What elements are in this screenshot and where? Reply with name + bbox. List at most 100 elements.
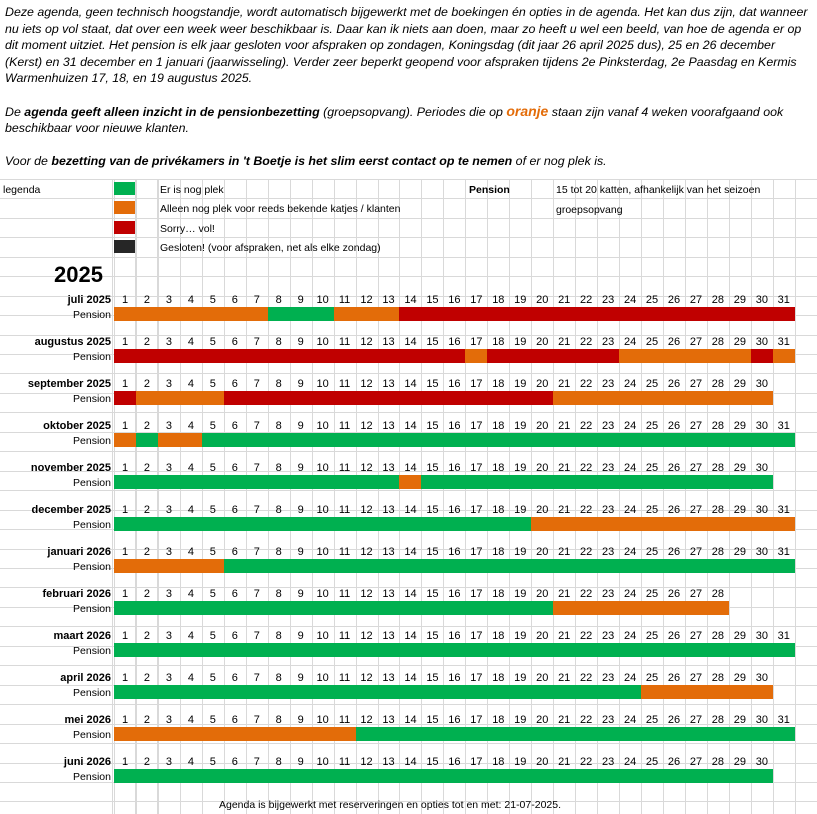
day-number: 25	[645, 672, 659, 684]
day-number: 17	[470, 714, 483, 726]
grid-hline	[0, 237, 817, 238]
day-number: 5	[209, 714, 216, 726]
day-number: 19	[514, 378, 527, 390]
day-number: 27	[689, 630, 703, 642]
day-number: 20	[536, 378, 549, 390]
grid-vline	[112, 179, 113, 814]
day-number: 29	[733, 420, 746, 432]
intro-p2-c: (groepsopvang). Periodes die op	[319, 104, 507, 119]
legend-swatch	[114, 240, 135, 254]
day-number: 1	[121, 462, 129, 474]
day-number: 30	[755, 630, 768, 642]
grid-hline	[0, 335, 817, 336]
day-number: 8	[275, 462, 282, 474]
day-number: 6	[231, 714, 238, 726]
day-number: 14	[404, 336, 417, 348]
day-number: 23	[601, 504, 615, 516]
legend-title: legenda	[3, 184, 41, 196]
day-number: 1	[121, 294, 129, 306]
day-number: 19	[514, 546, 527, 558]
day-number: 13	[382, 672, 395, 684]
day-number: 7	[253, 756, 260, 768]
day-number: 17	[470, 672, 483, 684]
day-number: 22	[580, 462, 593, 474]
grid-vline	[729, 179, 730, 814]
occupancy-bar-orange	[553, 391, 773, 405]
day-number: 13	[382, 630, 395, 642]
day-number: 3	[165, 462, 172, 474]
day-number: 21	[558, 420, 571, 432]
day-number: 16	[448, 714, 461, 726]
intro-text: Deze agenda, geen technisch hoogstandje,…	[5, 4, 813, 169]
day-number: 25	[645, 504, 659, 516]
occupancy-bar-orange	[553, 601, 729, 615]
day-number: 14	[404, 630, 417, 642]
day-number: 16	[448, 294, 461, 306]
legend-label: Gesloten! (voor afspraken, net als elke …	[160, 242, 381, 255]
intro-orange-word: oranje	[506, 102, 549, 119]
day-number: 1	[121, 630, 129, 642]
legend-swatch	[114, 201, 135, 215]
grid-hline	[0, 451, 817, 452]
grid-hline	[0, 704, 817, 705]
day-number: 8	[275, 504, 282, 516]
day-number: 15	[426, 294, 439, 306]
day-number: 8	[275, 672, 282, 684]
day-number: 2	[143, 462, 151, 474]
occupancy-bar-orange	[641, 685, 773, 699]
day-number: 20	[536, 630, 549, 642]
day-number: 17	[470, 420, 483, 432]
day-number: 23	[601, 294, 615, 306]
day-number: 30	[755, 378, 768, 390]
day-number: 20	[536, 504, 549, 516]
grid-vline	[751, 179, 752, 814]
day-number: 16	[448, 672, 461, 684]
month-name: juli 2025	[67, 294, 111, 306]
day-number: 3	[165, 546, 172, 558]
day-number: 27	[689, 504, 703, 516]
day-number: 13	[382, 462, 395, 474]
day-number: 16	[448, 420, 461, 432]
occupancy-bar-orange	[465, 349, 488, 363]
day-number: 8	[275, 378, 282, 390]
day-number: 28	[711, 420, 725, 432]
day-number: 12	[360, 588, 373, 600]
day-number: 8	[275, 588, 282, 600]
day-number: 18	[492, 546, 505, 558]
grid-hline	[0, 218, 817, 219]
day-number: 21	[558, 588, 571, 600]
day-number: 2	[143, 504, 151, 516]
day-number: 9	[297, 672, 304, 684]
pension-row-label: Pension	[73, 309, 111, 321]
day-number: 21	[558, 294, 571, 306]
day-number: 30	[755, 420, 768, 432]
occupancy-bar-red	[114, 349, 466, 363]
occupancy-bar-green	[114, 475, 400, 489]
day-number: 25	[645, 336, 659, 348]
month-name: januari 2026	[47, 546, 111, 558]
legend-label: Alleen nog plek voor reeds bekende katje…	[160, 203, 401, 216]
day-number: 10	[316, 714, 329, 726]
day-number: 11	[338, 378, 351, 390]
day-number: 8	[275, 714, 282, 726]
day-number: 13	[382, 378, 395, 390]
day-number: 20	[536, 756, 549, 768]
day-number: 2	[143, 588, 151, 600]
day-number: 1	[121, 756, 129, 768]
day-number: 10	[316, 546, 329, 558]
intro-p2-e: staan zijn vanaf 4 weken voorafgaand ook…	[5, 104, 784, 136]
day-number: 4	[187, 756, 194, 768]
intro-p2-a: De	[5, 104, 25, 119]
day-number: 15	[426, 504, 439, 516]
day-number: 18	[492, 504, 505, 516]
month-name: maart 2026	[53, 630, 112, 642]
pension-row-label: Pension	[73, 477, 111, 489]
day-number: 13	[382, 756, 395, 768]
day-number: 10	[316, 378, 329, 390]
occupancy-bar-red	[750, 349, 773, 363]
day-number: 1	[121, 672, 129, 684]
day-number: 11	[338, 546, 351, 558]
occupancy-bar-orange	[114, 559, 224, 573]
day-number: 12	[360, 378, 373, 390]
day-number: 29	[733, 294, 746, 306]
